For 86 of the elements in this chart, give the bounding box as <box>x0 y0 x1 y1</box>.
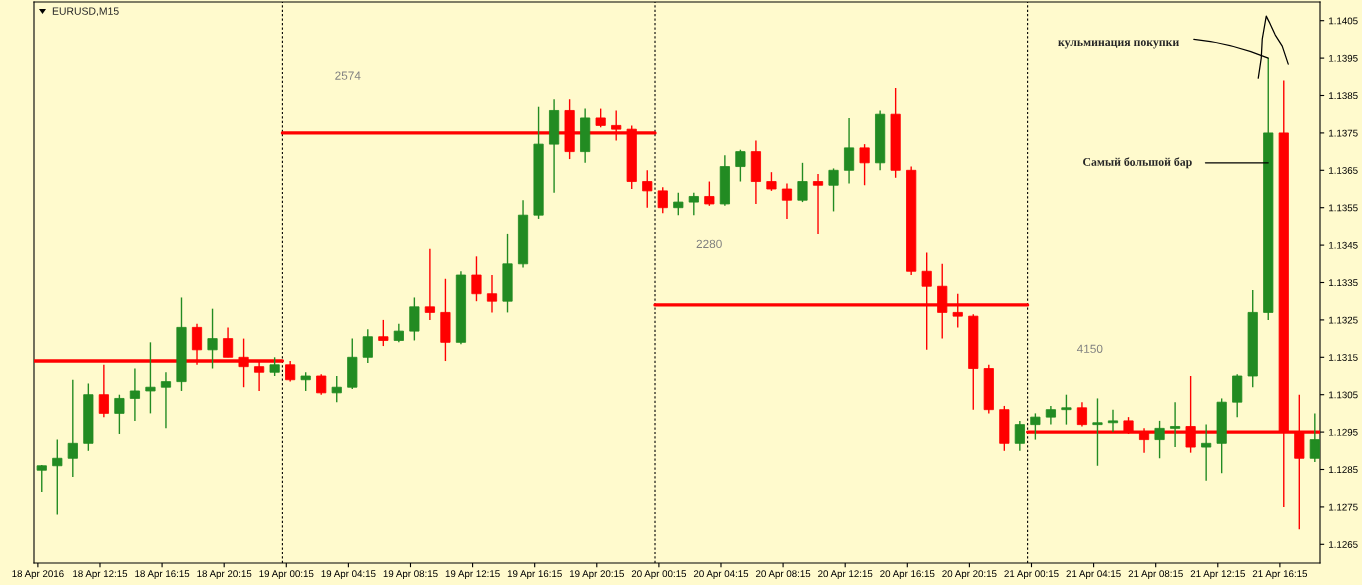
x-tick-label: 19 Apr 20:15 <box>569 570 624 580</box>
annotation: кульминация покупки <box>1058 40 1179 49</box>
candlestick <box>828 167 839 213</box>
candlestick <box>471 255 482 302</box>
candlestick <box>1014 420 1025 452</box>
candlestick <box>595 107 606 128</box>
candlestick <box>207 307 218 370</box>
candlestick <box>378 319 389 347</box>
y-tick-label: 1.1305 <box>1329 391 1358 399</box>
x-tick-label: 18 Apr 12:15 <box>73 570 128 580</box>
candlestick <box>300 371 311 392</box>
y-tick-label: 1.1295 <box>1329 428 1358 436</box>
candlestick <box>98 364 109 418</box>
x-tick-label: 20 Apr 04:15 <box>693 570 749 580</box>
candlestick <box>129 367 140 422</box>
annotation: Самый большой бар <box>1083 157 1192 169</box>
y-tick-label: 1.1345 <box>1329 241 1358 249</box>
x-tick-label: 19 Apr 12:15 <box>445 570 500 580</box>
x-tick-label: 19 Apr 16:15 <box>507 570 562 580</box>
candlestick <box>160 371 172 430</box>
candlestick <box>1045 405 1056 426</box>
candlestick <box>269 356 280 377</box>
candlestick <box>642 169 653 209</box>
candlestick <box>673 192 684 216</box>
y-tick-label: 1.1315 <box>1329 354 1358 361</box>
candlestick <box>67 379 78 478</box>
x-tick-label: 18 Apr 16:15 <box>135 570 190 580</box>
x-tick-label: 21 Apr 16:15 <box>1252 570 1308 580</box>
candlestick <box>36 464 47 493</box>
candlestick <box>145 341 156 415</box>
y-tick-label: 1.1335 <box>1329 279 1358 287</box>
candlestick <box>316 373 327 396</box>
candlestick <box>393 322 404 344</box>
candlestick <box>1170 401 1181 448</box>
x-tick-label: 21 Apr 04:15 <box>1066 570 1121 580</box>
y-tick-label: 1.1285 <box>1329 466 1358 474</box>
y-tick-label: 1.1385 <box>1329 92 1358 100</box>
candlestick <box>657 186 668 215</box>
y-tick-label: 1.1325 <box>1329 316 1358 324</box>
x-tick-label: 21 Apr 00:15 <box>1004 570 1059 580</box>
y-tick-label: 1.1265 <box>1329 541 1358 548</box>
candlestick <box>331 375 342 403</box>
x-tick-label: 20 Apr 20:15 <box>942 570 997 580</box>
chart-title: EURUSD,M15 <box>52 7 119 17</box>
x-tick-label: 20 Apr 00:15 <box>631 570 687 580</box>
candlestick <box>688 192 699 216</box>
candlestick <box>797 162 808 203</box>
candlestick <box>766 171 777 192</box>
x-tick-label: 19 Apr 04:15 <box>321 570 376 580</box>
candlestick <box>1107 408 1119 433</box>
y-tick-label: 1.1375 <box>1329 129 1358 137</box>
candlestick <box>859 143 870 186</box>
x-tick-label: 18 Apr 2016 <box>12 570 64 580</box>
y-tick-label: 1.1355 <box>1329 204 1358 212</box>
annotation: 2280 <box>696 239 722 249</box>
candlestick <box>1030 412 1041 441</box>
candlestick <box>1201 423 1212 482</box>
candlestick <box>114 394 125 435</box>
x-tick-label: 19 Apr 00:15 <box>259 570 314 580</box>
candlestick <box>1061 394 1072 426</box>
y-tick-label: 1.1405 <box>1329 17 1358 25</box>
candlestick <box>424 248 435 321</box>
x-tick-label: 20 Apr 08:15 <box>756 570 811 580</box>
x-tick-label: 18 Apr 20:15 <box>197 570 252 580</box>
candlestick <box>781 182 793 220</box>
candlestick <box>52 438 63 516</box>
y-tick-label: 1.1395 <box>1329 54 1358 62</box>
candlestick <box>1076 401 1088 428</box>
annotation: 2574 <box>335 71 361 80</box>
candlestick <box>843 117 855 185</box>
candlestick <box>1092 397 1103 467</box>
x-tick-label: 20 Apr 16:15 <box>880 570 935 580</box>
candlestick <box>1154 420 1165 459</box>
candlestick <box>486 274 498 314</box>
candlestick <box>704 180 715 207</box>
candlestick <box>285 360 296 383</box>
candlestick <box>362 328 373 364</box>
x-tick-label: 20 Apr 12:15 <box>818 570 873 580</box>
annotation: 4150 <box>1076 344 1103 353</box>
x-tick-label: 21 Apr 08:15 <box>1128 570 1183 580</box>
y-tick-label: 1.1365 <box>1329 167 1358 174</box>
candlestick <box>735 149 746 183</box>
y-tick-label: 1.1275 <box>1329 503 1358 511</box>
x-tick-label: 19 Apr 08:15 <box>383 570 438 580</box>
x-tick-label: 21 Apr 12:15 <box>1190 570 1245 580</box>
candlestick <box>812 173 824 235</box>
